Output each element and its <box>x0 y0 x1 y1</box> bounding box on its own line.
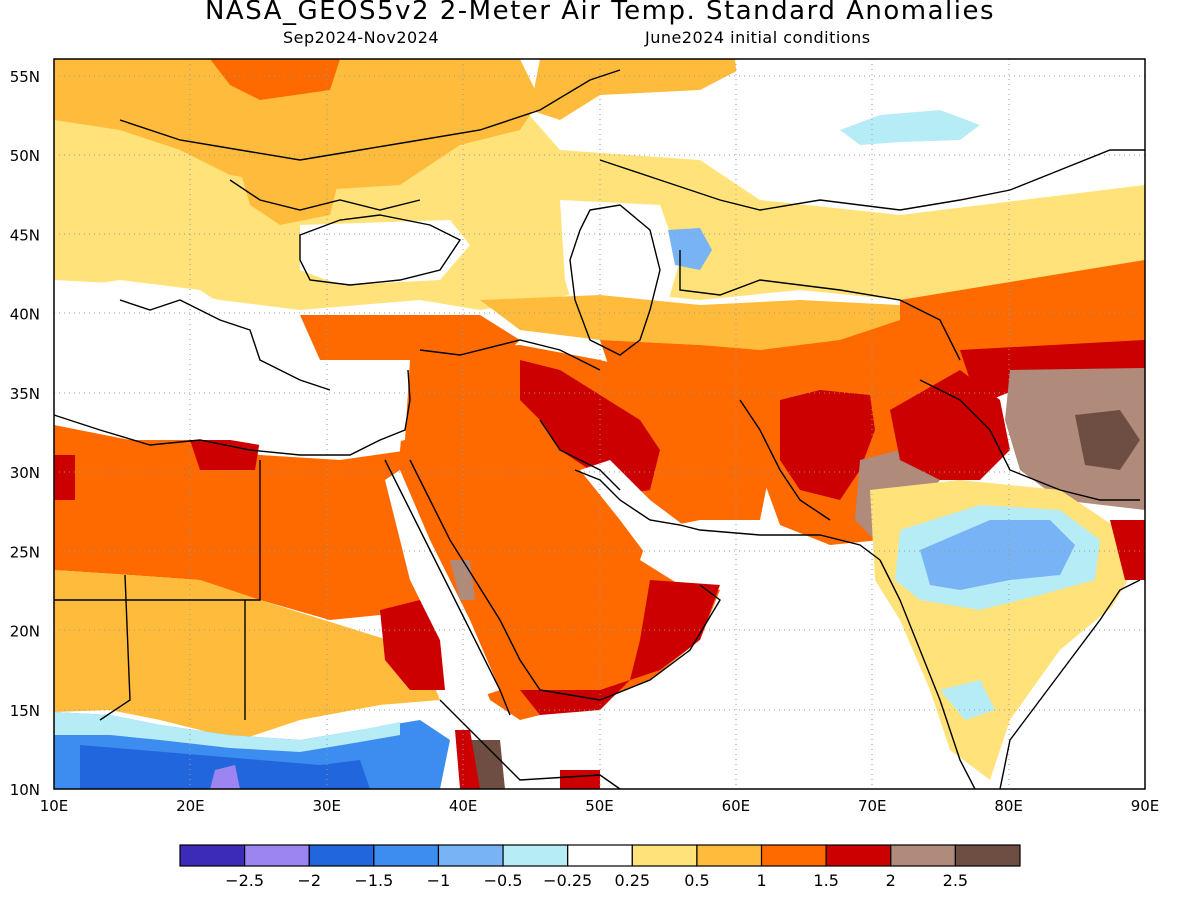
lon-tick-70E: 70E <box>858 797 887 815</box>
region-yemen-red <box>520 680 630 715</box>
region-arabiansea-white <box>600 560 960 789</box>
region-sahara-orange <box>54 425 430 620</box>
lat-tick-45N: 45N <box>10 226 40 244</box>
map-frame <box>53 58 1146 790</box>
lon-tick-60E: 60E <box>722 797 751 815</box>
colorbar-swatch <box>825 844 892 867</box>
region-eastafrica-deepblue <box>80 745 370 789</box>
colorbar-label: −0.5 <box>484 871 523 890</box>
colorbar-label: −2.5 <box>225 871 264 890</box>
lat-tick-35N: 35N <box>10 385 40 403</box>
colorbar-label: 0.5 <box>684 871 709 890</box>
region-pale-blue-central <box>840 110 980 145</box>
lat-tick-20N: 20N <box>10 623 40 641</box>
region-sahel-lightorange <box>54 570 440 740</box>
lon-tick-50E: 50E <box>585 797 614 815</box>
colorbar-swatch <box>631 844 698 867</box>
coastlines <box>53 69 1145 790</box>
lon-tick-10E: 10E <box>40 797 69 815</box>
region-afghan-red <box>780 390 875 500</box>
region-tibet-darkbrown <box>1075 410 1140 470</box>
region-india-south-pale <box>940 680 995 720</box>
colorbar-swatch <box>567 844 633 867</box>
colorbar-label: 1 <box>756 871 766 890</box>
region-iraq-red <box>520 360 660 495</box>
colorbar-swatch <box>890 844 956 867</box>
longitude-ticks: 10E 20E 30E 40E 50E 60E 70E 80E 90E <box>40 797 1160 815</box>
colorbar-swatch <box>373 844 440 867</box>
colorbar-swatch <box>954 844 1021 867</box>
initial-conditions: June2024 initial conditions <box>645 28 871 47</box>
region-tibet-brown <box>1005 368 1145 510</box>
lon-tick-90E: 90E <box>1131 797 1160 815</box>
colorbar <box>179 844 1021 867</box>
region-redsea-white <box>385 470 500 700</box>
region-med-white <box>54 280 410 455</box>
colorbar-swatch <box>437 844 504 867</box>
colorbar-label: 1.5 <box>813 871 838 890</box>
lon-tick-30E: 30E <box>312 797 341 815</box>
region-blue-aral <box>668 228 712 270</box>
colorbar-label: −2 <box>297 871 321 890</box>
region-somalia-red <box>560 770 600 789</box>
region-balkans-orange <box>240 170 340 225</box>
lon-tick-40E: 40E <box>449 797 478 815</box>
region-north-top <box>530 59 760 120</box>
latitude-ticks: 10N 15N 20N 25N 30N 35N 40N 45N 50N 55N <box>10 68 40 799</box>
region-westafrica-red <box>54 455 75 500</box>
colorbar-labels: −2.5 −2 −1.5 −1 −0.5 −0.25 0.25 0.5 1 1.5 2 2.5 <box>225 871 968 890</box>
lon-tick-20E: 20E <box>176 797 205 815</box>
lon-tick-80E: 80E <box>994 797 1023 815</box>
region-india-blue <box>920 520 1075 590</box>
gridlines <box>54 59 1145 789</box>
lat-tick-40N: 40N <box>10 306 40 324</box>
colorbar-swatch <box>179 844 246 867</box>
colorbar-swatch <box>502 844 569 867</box>
region-pakistan-red <box>890 370 1010 480</box>
region-europe-deep <box>210 59 340 100</box>
colorbar-swatch <box>696 844 763 867</box>
lat-tick-55N: 55N <box>10 68 40 86</box>
colorbar-label: −0.25 <box>543 871 592 890</box>
colorbar-swatch <box>308 844 375 867</box>
colorbar-label: 0.25 <box>614 871 650 890</box>
lat-tick-15N: 15N <box>10 702 40 720</box>
colorbar-label: 2.5 <box>943 871 968 890</box>
colorbar-label: 2 <box>886 871 896 890</box>
anomaly-field <box>54 59 1145 789</box>
region-bay-white <box>1000 600 1145 789</box>
region-libya-red <box>190 440 260 470</box>
lat-tick-30N: 30N <box>10 464 40 482</box>
colorbar-label: −1.5 <box>354 871 393 890</box>
lat-tick-50N: 50N <box>10 147 40 165</box>
region-bengal-red <box>1110 520 1145 580</box>
region-blacksea-white <box>300 220 470 285</box>
map-title: NASA_GEOS5v2 2-Meter Air Temp. Standard … <box>204 0 996 26</box>
region-levant-orange <box>300 315 520 360</box>
colorbar-swatch <box>760 844 827 867</box>
region-eastafrica-pale <box>54 712 400 752</box>
forecast-period: Sep2024-Nov2024 <box>283 28 440 47</box>
colorbar-label: −1 <box>427 871 451 890</box>
region-lavender <box>210 765 240 789</box>
lat-tick-10N: 10N <box>10 781 40 799</box>
region-europe-orange <box>54 59 540 190</box>
region-horn-red <box>455 730 480 789</box>
region-sudan-red <box>380 600 445 690</box>
lat-tick-25N: 25N <box>10 543 40 561</box>
colorbar-swatch <box>244 844 310 867</box>
